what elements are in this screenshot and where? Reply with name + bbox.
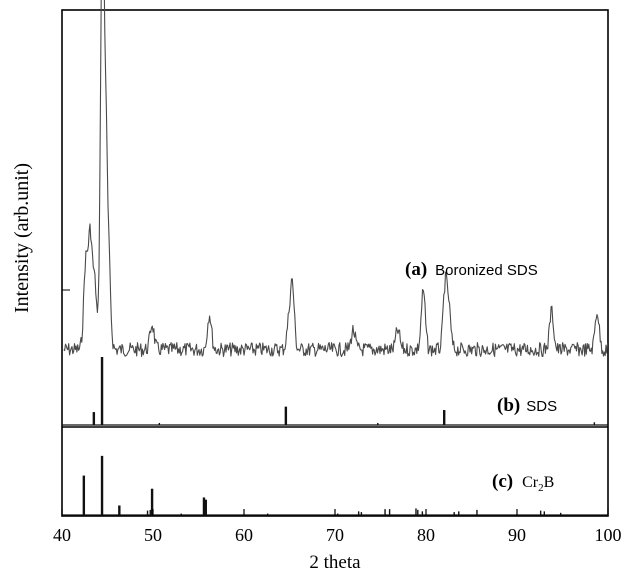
x-tick-label: 50 [144,525,162,545]
x-tick-label: 100 [595,525,622,545]
panel-text-a: Boronized SDS [435,262,538,279]
panel-text-c: Cr2B [522,474,554,494]
panel-label-b: (b) SDS [497,395,557,416]
pattern-line-boronized-sds [64,0,608,356]
panel-text-b: SDS [526,398,557,415]
panel-letter-b: (b) [497,395,520,416]
y-axis-label: Intensity (arb.unit) [11,163,33,313]
panel-letter-c: (c) [492,471,513,492]
x-tick-label: 90 [508,525,526,545]
pattern-layer [64,0,608,356]
x-tick-label: 80 [417,525,435,545]
panel-label-a: (a) Boronized SDS [405,259,538,280]
x-axis-label: 2 theta [309,552,361,573]
panel-letter-a: (a) [405,259,427,280]
x-tick-label: 70 [326,525,344,545]
x-tick-label: 60 [235,525,253,545]
x-tick-label: 40 [53,525,71,545]
panel-label-c: (c) Cr2B [492,471,554,494]
